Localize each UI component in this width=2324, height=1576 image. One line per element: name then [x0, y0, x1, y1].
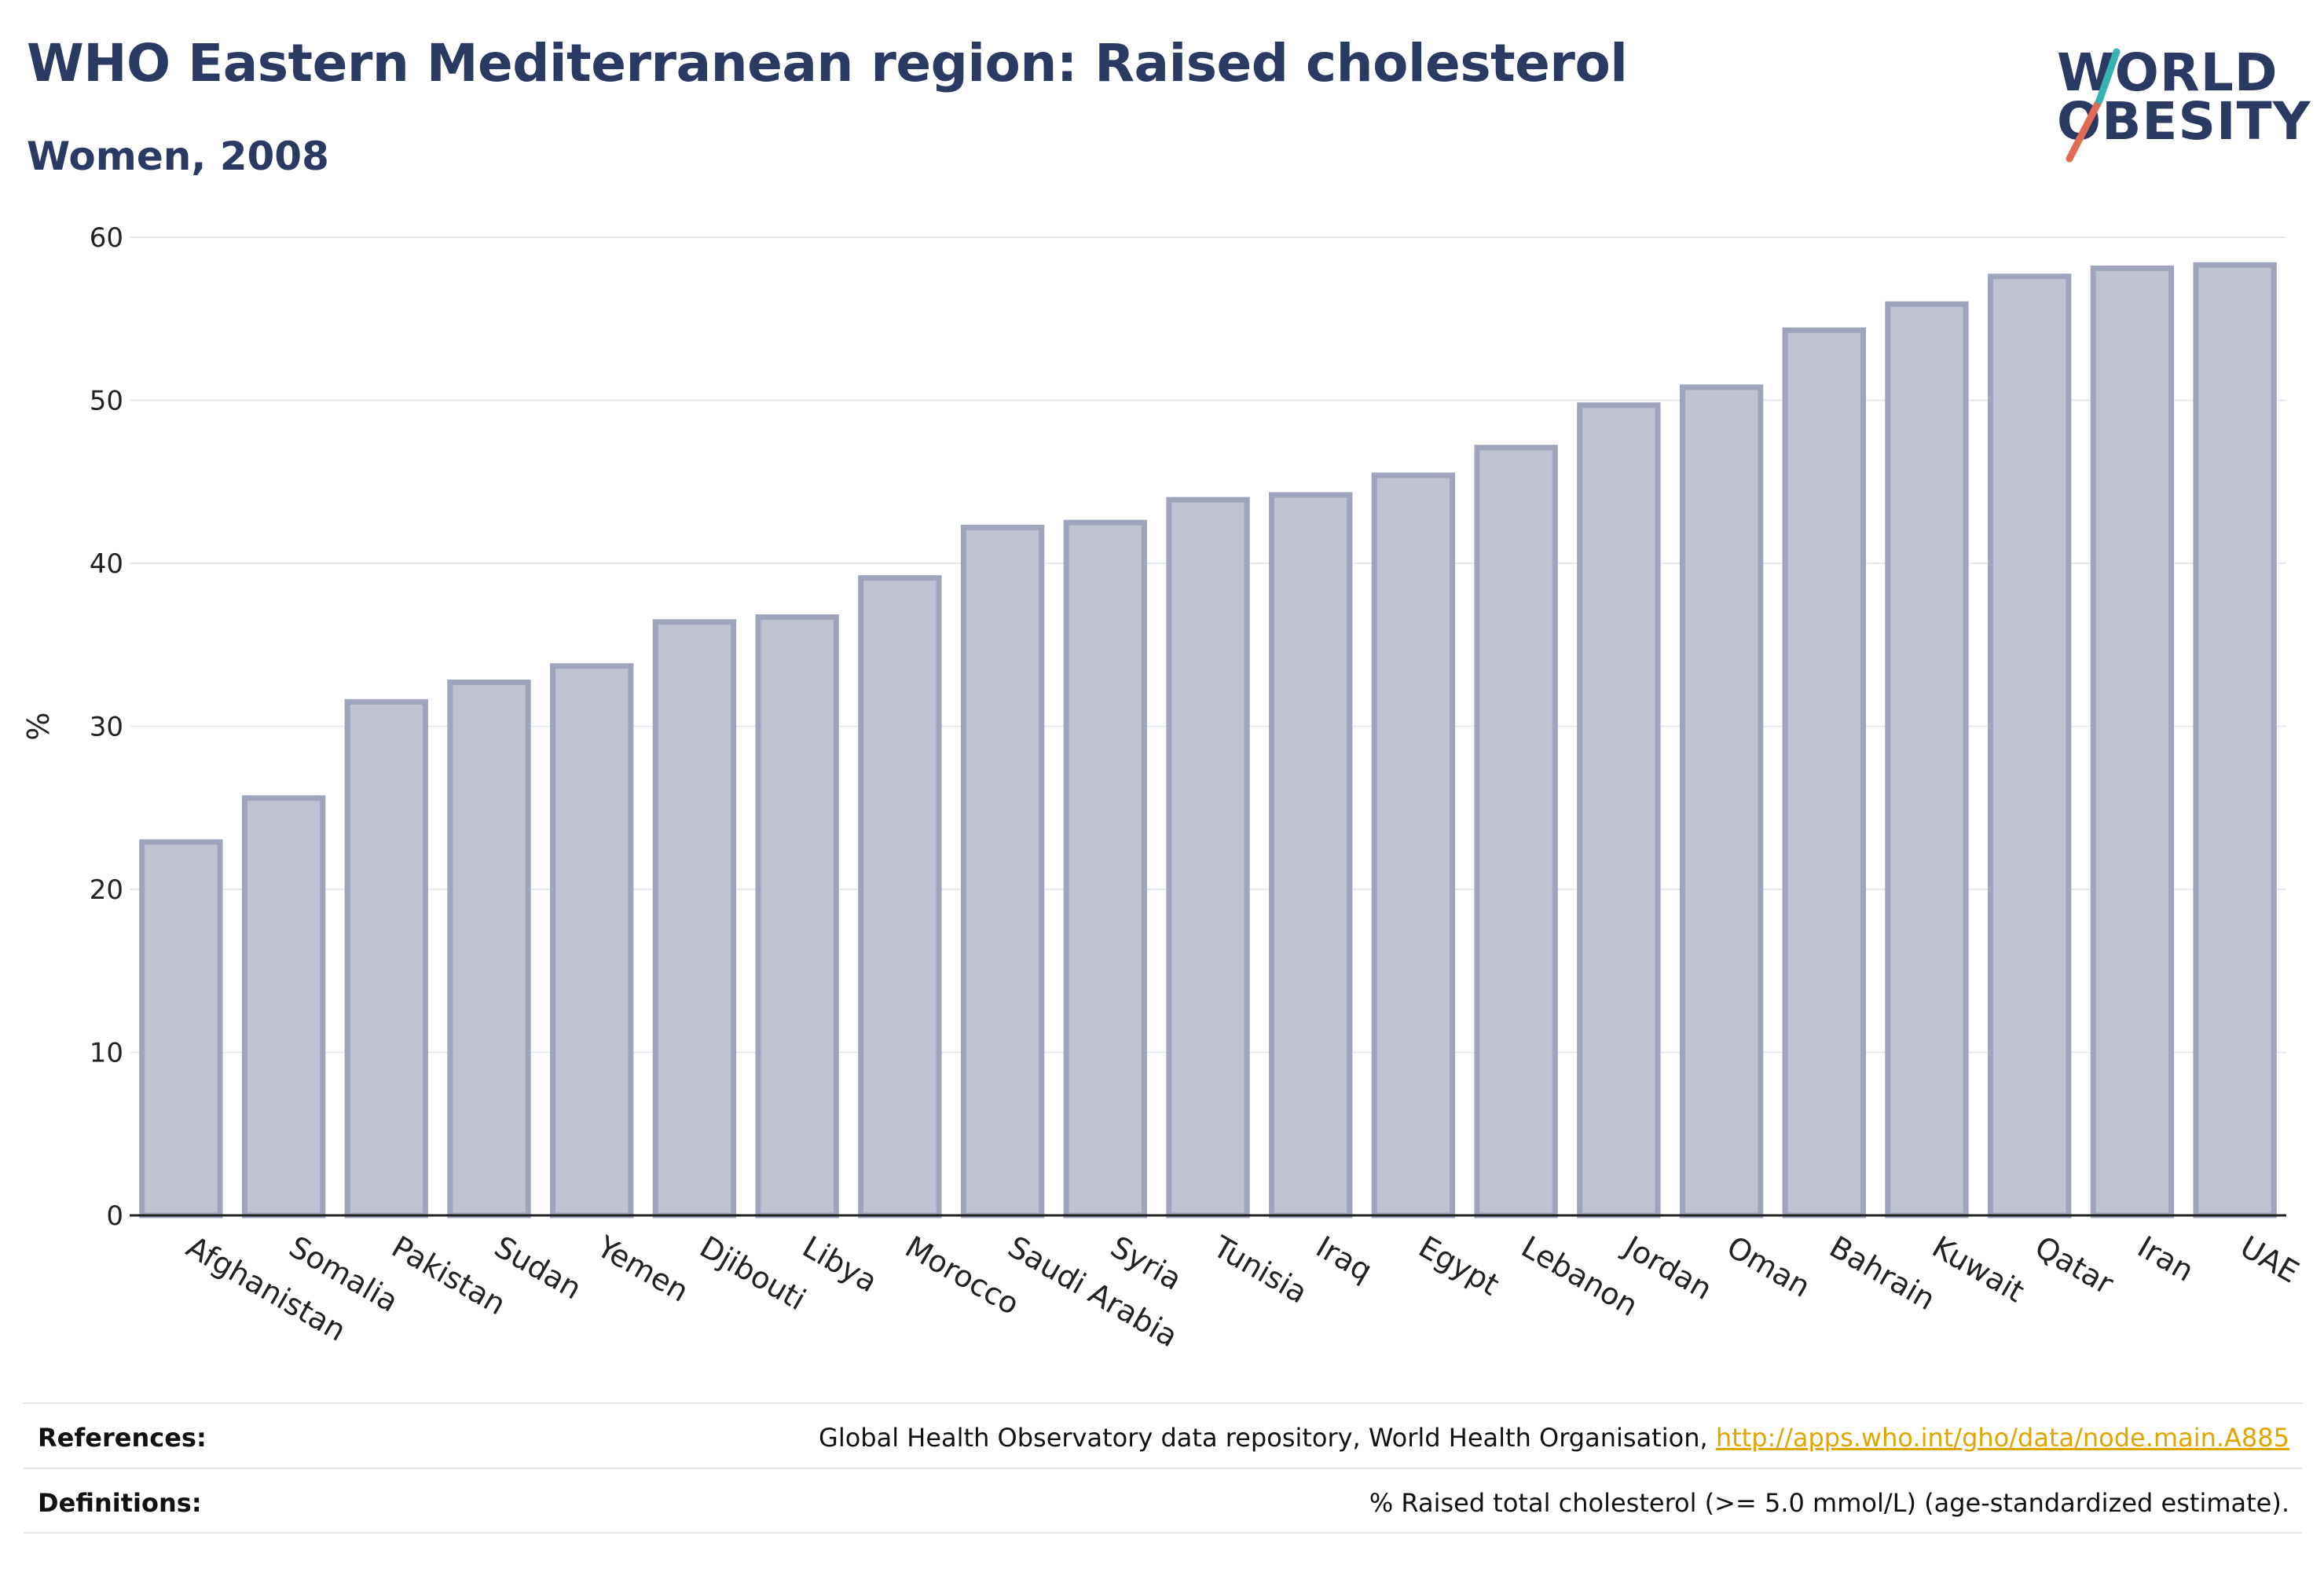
x-tick-label: Lebanon	[1516, 1230, 1644, 1323]
bar-yemen	[550, 663, 634, 1219]
x-tick-label: UAE	[2234, 1230, 2304, 1290]
x-tick-label: Bahrain	[1824, 1230, 1941, 1318]
bar-sudan	[447, 679, 531, 1219]
x-tick-label: Egypt	[1413, 1230, 1505, 1303]
references-text: Global Health Observatory data repositor…	[819, 1423, 1716, 1453]
y-tick-label: 0	[106, 1200, 123, 1232]
bar-syria	[1063, 519, 1147, 1219]
x-tick-label: Qatar	[2029, 1230, 2120, 1302]
bar-uae	[2193, 262, 2277, 1219]
logo-line-world: WORLD	[2057, 42, 2278, 103]
footer-divider	[24, 1532, 2302, 1534]
y-tick-label: 40	[90, 548, 123, 580]
y-axis-ticks: 0 10 20 30 40 50 60	[90, 222, 123, 1232]
x-tick-label: Yemen	[591, 1229, 695, 1309]
definitions-value: % Raised total cholesterol (>= 5.0 mmol/…	[1369, 1488, 2289, 1518]
x-tick-label: Kuwait	[1926, 1230, 2030, 1310]
bar-lebanon	[1474, 445, 1558, 1219]
x-tick-label: Morocco	[900, 1230, 1025, 1322]
bar-morocco	[858, 575, 942, 1219]
definitions-label: Definitions:	[38, 1488, 202, 1518]
chart-title: WHO Eastern Mediterranean region: Raised…	[27, 33, 1628, 93]
bar-kuwait	[1885, 301, 1969, 1219]
references-row: References: Global Health Observatory da…	[24, 1402, 2302, 1467]
bar-afghanistan	[139, 839, 223, 1219]
x-tick-label: Pakistan	[386, 1230, 511, 1322]
bar-iraq	[1269, 492, 1353, 1219]
definitions-row: Definitions: % Raised total cholesterol …	[24, 1468, 2302, 1532]
bar-libya	[755, 614, 839, 1219]
x-tick-label: Iraq	[1310, 1230, 1378, 1288]
bar-djibouti	[652, 619, 737, 1219]
references-link[interactable]: http://apps.who.int/gho/data/node.main.A…	[1715, 1423, 2289, 1453]
bar-chart: 0 10 20 30 40 50 60 AfghanistanSomaliaPakistan…	[21, 222, 2305, 1354]
bars	[139, 262, 2277, 1219]
world-obesity-logo: WORLD OBESITY	[2043, 24, 2310, 173]
references-value: Global Health Observatory data repositor…	[819, 1423, 2289, 1453]
x-tick-label: Tunisia	[1207, 1229, 1313, 1310]
y-tick-label: 50	[90, 386, 123, 417]
logo-slash-icon	[2066, 48, 2121, 163]
y-tick-label: 30	[90, 712, 123, 743]
bar-jordan	[1577, 402, 1661, 1219]
x-tick-label: Iran	[2132, 1230, 2199, 1288]
bar-tunisia	[1166, 497, 1250, 1219]
x-tick-label: Djibouti	[694, 1230, 812, 1318]
x-tick-label: Saudi Arabia	[1003, 1230, 1184, 1354]
bar-oman	[1679, 384, 1764, 1219]
bar-saudi-arabia	[960, 524, 1045, 1219]
bar-egypt	[1371, 472, 1456, 1219]
y-tick-label: 60	[90, 222, 123, 254]
bar-bahrain	[1782, 327, 1866, 1219]
x-tick-label: Oman	[1721, 1230, 1816, 1304]
y-axis-title: %	[21, 712, 56, 740]
y-tick-label: 20	[90, 874, 123, 906]
y-tick-label: 10	[90, 1038, 123, 1069]
bar-pakistan	[344, 698, 428, 1219]
bar-qatar	[1988, 273, 2072, 1219]
bar-somalia	[241, 795, 326, 1219]
chart-subtitle: Women, 2008	[27, 134, 329, 179]
references-label: References:	[38, 1423, 207, 1453]
bar-iran	[2090, 265, 2175, 1219]
